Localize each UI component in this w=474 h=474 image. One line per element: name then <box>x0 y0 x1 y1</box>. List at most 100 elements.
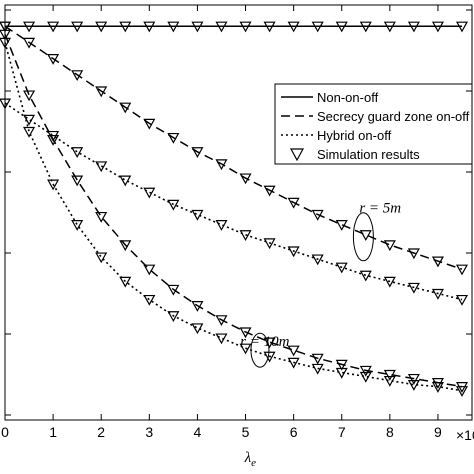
simulation-marker <box>263 238 276 250</box>
x-tick-label-8: 8 <box>386 424 394 440</box>
simulation-marker <box>47 21 60 33</box>
simulation-marker <box>143 294 156 306</box>
legend: Non-on-off Secrecy guard zone on-off Hybri… <box>274 83 473 165</box>
legend-label-1: Secrecy guard zone on-off <box>317 109 470 124</box>
simulation-marker <box>383 375 396 387</box>
simulation-marker <box>95 252 108 264</box>
x-tick-label-3: 3 <box>145 424 153 440</box>
simulation-marker <box>407 282 420 294</box>
simulation-marker <box>263 351 276 363</box>
legend-marker-3 <box>289 148 305 162</box>
simulation-marker <box>95 211 108 223</box>
simulation-marker <box>95 161 108 173</box>
simulation-marker <box>119 21 132 33</box>
annotation-ellipse-0 <box>352 212 374 262</box>
simulation-marker <box>71 21 84 33</box>
series-line-3 <box>4 34 463 388</box>
simulation-marker <box>239 230 252 242</box>
simulation-marker <box>455 264 469 276</box>
plot-frame <box>4 4 473 421</box>
annotation-label-1: r = 10m <box>240 334 289 350</box>
annotation-ellipse-1 <box>250 332 270 368</box>
x-tick-label-4: 4 <box>194 424 202 440</box>
simulation-marker <box>335 359 348 371</box>
simulation-marker <box>359 270 372 282</box>
simulation-marker <box>167 311 180 323</box>
plot-area <box>4 4 473 421</box>
simulation-marker <box>359 21 372 33</box>
x-tick-label-0: 0 <box>1 424 9 440</box>
simulation-marker <box>431 382 444 393</box>
x-tick-label-9: 9 <box>434 424 442 440</box>
simulation-marker <box>263 337 276 349</box>
simulation-marker <box>407 373 420 385</box>
simulation-marker <box>287 345 300 357</box>
simulation-marker <box>23 126 36 138</box>
simulation-marker <box>167 284 180 296</box>
simulation-marker <box>311 21 324 33</box>
simulation-marker <box>383 369 396 381</box>
x-tick-label-5: 5 <box>242 424 250 440</box>
simulation-marker <box>119 240 132 252</box>
simulation-marker <box>311 363 324 375</box>
simulation-marker <box>215 315 228 327</box>
simulation-marker <box>0 21 12 33</box>
simulation-marker <box>191 209 204 221</box>
annotation-label-0: r = 5m <box>359 201 401 217</box>
simulation-marker <box>119 276 132 288</box>
simulation-marker <box>23 90 36 102</box>
simulation-marker <box>287 197 300 209</box>
simulation-marker <box>431 288 444 300</box>
simulation-marker <box>143 264 156 276</box>
simulation-marker <box>95 86 108 98</box>
x-tick-label-7: 7 <box>338 424 346 440</box>
simulation-marker <box>0 29 12 41</box>
simulation-marker <box>239 173 252 185</box>
simulation-marker <box>407 380 420 391</box>
x-exponent-label: ×10 <box>456 427 474 443</box>
simulation-marker <box>311 353 324 365</box>
simulation-marker <box>383 240 396 252</box>
simulation-marker <box>143 118 156 130</box>
simulation-marker <box>119 175 132 187</box>
simulation-marker <box>215 21 228 33</box>
simulation-marker <box>407 248 420 260</box>
marker-layer <box>0 21 469 397</box>
simulation-marker <box>0 98 12 110</box>
simulation-marker <box>191 21 204 33</box>
simulation-marker <box>335 21 348 33</box>
simulation-marker <box>455 386 469 397</box>
simulation-marker <box>0 37 12 49</box>
simulation-marker <box>287 357 300 369</box>
simulation-marker <box>191 147 204 158</box>
simulation-marker <box>335 262 348 274</box>
legend-label-2: Hybrid on-off <box>317 128 392 143</box>
simulation-marker <box>23 21 36 33</box>
simulation-marker <box>239 327 252 339</box>
simulation-marker <box>383 276 396 288</box>
simulation-marker <box>143 21 156 33</box>
simulation-marker <box>71 70 84 82</box>
simulation-marker <box>407 21 420 33</box>
series-line-2 <box>4 102 463 301</box>
simulation-marker <box>215 159 228 171</box>
simulation-marker <box>215 333 228 345</box>
simulation-marker <box>167 132 180 144</box>
x-axis-label: λe <box>244 450 257 469</box>
simulation-marker <box>95 21 108 33</box>
simulation-marker <box>143 187 156 199</box>
simulation-marker <box>263 185 276 197</box>
simulation-marker <box>455 21 469 33</box>
annotation-layer: r = 5m r = 10m <box>240 201 401 368</box>
simulation-marker <box>47 54 60 65</box>
simulation-marker <box>215 220 228 231</box>
x-tick-label-1: 1 <box>49 424 57 440</box>
simulation-marker <box>239 21 252 33</box>
x-tick-label-2: 2 <box>97 424 105 440</box>
simulation-marker <box>71 175 84 187</box>
simulation-marker <box>119 102 132 114</box>
simulation-marker <box>47 135 60 146</box>
simulation-marker <box>455 294 469 306</box>
simulation-marker <box>167 21 180 33</box>
